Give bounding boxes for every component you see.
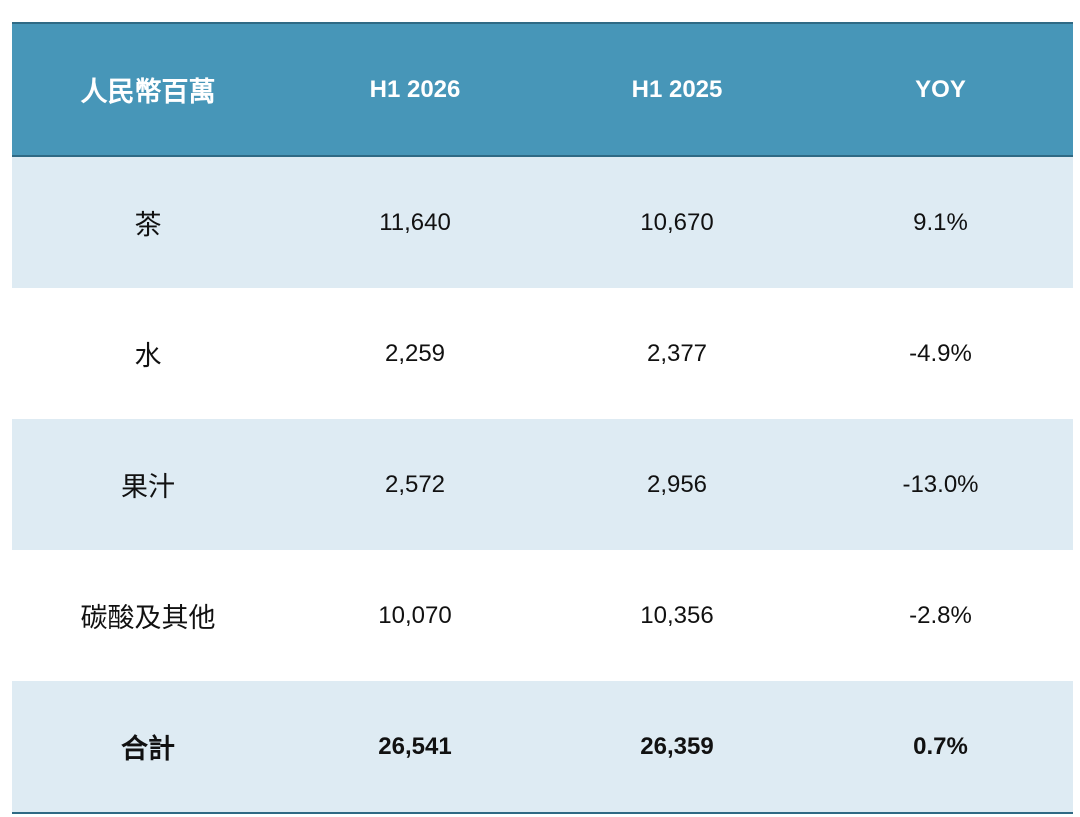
table-cell: 9.1% [808, 156, 1073, 288]
table-cell: 水 [134, 341, 162, 371]
table-cell: 10,356 [640, 601, 714, 629]
total-cell: 合計 [12, 681, 284, 814]
header-cell: H1 2026 [284, 22, 546, 157]
table-cell: 2,956 [546, 419, 808, 550]
table-row: 茶 11,640 10,670 9.1% [12, 156, 1073, 288]
table-cell: -4.9% [909, 339, 972, 367]
total-cell: 26,359 [546, 681, 808, 814]
table-cell: 10,670 [546, 156, 808, 288]
table-row: 碳酸及其他 10,070 10,356 -2.8% [12, 550, 1073, 681]
sales-table: 人民幣百萬 H1 2026 H1 2025 YOY 茶 11,640 10,670 9.1%… [12, 22, 1073, 814]
table-cell: -13.0% [808, 419, 1073, 550]
table-row: 水 2,259 2,377 -4.9% [12, 288, 1073, 419]
table-cell: 果汁 [12, 419, 284, 550]
table-row: 果汁 2,572 2,956 -13.0% [12, 419, 1073, 550]
total-cell: 0.7% [808, 681, 1073, 814]
table-container: 人民幣百萬 H1 2026 H1 2025 YOY 茶 11,640 10,670 9.1%… [12, 22, 1073, 814]
header-row: 人民幣百萬 H1 2026 H1 2025 YOY [12, 22, 1073, 157]
table-cell: 茶 [12, 156, 284, 288]
header-cell: 人民幣百萬 [12, 22, 284, 157]
table-cell: 2,377 [646, 339, 708, 367]
table-cell: -2.8% [909, 601, 972, 629]
header-cell: YOY [808, 22, 1073, 157]
table-cell: 2,572 [284, 419, 546, 550]
table-cell: 10,070 [378, 601, 452, 629]
table-cell: 11,640 [284, 156, 546, 288]
table-cell: 碳酸及其他 [80, 603, 216, 633]
total-cell: 26,541 [284, 681, 546, 814]
header-cell: H1 2025 [546, 22, 808, 157]
total-row: 合計 26,541 26,359 0.7% [12, 681, 1073, 814]
table-cell: 2,259 [384, 339, 446, 367]
table-body: 茶 11,640 10,670 9.1% 水 2,259 2,377 -4.9% 果汁 2,572… [12, 156, 1073, 814]
